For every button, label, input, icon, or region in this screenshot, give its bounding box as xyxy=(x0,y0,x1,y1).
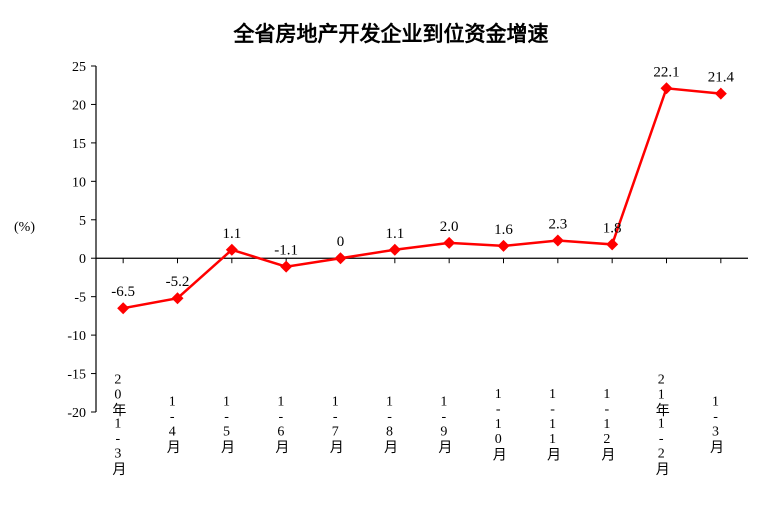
svg-text:1-6月: 1-6月 xyxy=(273,395,289,455)
chart-svg: -20 -15 -10 -5 0 5 10 15 20 25 20年1-3月 1-4月 1-5月 1-6月… xyxy=(0,0,782,518)
data-label: 22.1 xyxy=(653,64,679,80)
data-label: 1.1 xyxy=(222,226,241,242)
svg-text:20年1-3月: 20年1-3月 xyxy=(110,373,126,477)
svg-text:1-8月: 1-8月 xyxy=(382,395,398,455)
svg-text:21年1-2月: 21年1-2月 xyxy=(654,373,670,477)
svg-text:1-12月: 1-12月 xyxy=(599,387,615,462)
svg-text:1-11月: 1-11月 xyxy=(545,387,561,462)
svg-text:-20: -20 xyxy=(67,406,86,421)
svg-text:1-10月: 1-10月 xyxy=(491,387,507,462)
chart-container: 全省房地产开发企业到位资金增速 (%) -20-15-10-5051015202… xyxy=(0,0,782,518)
data-label: -6.5 xyxy=(111,284,135,300)
data-label: 21.4 xyxy=(708,70,735,86)
data-label: 0 xyxy=(337,234,345,250)
svg-text:1-4月: 1-4月 xyxy=(165,395,181,455)
svg-text:1-5月: 1-5月 xyxy=(219,395,235,455)
data-label: 1.1 xyxy=(385,226,404,242)
data-label: 1.8 xyxy=(603,220,622,236)
data-label: 1.6 xyxy=(494,222,513,238)
svg-text:5: 5 xyxy=(79,214,86,229)
svg-text:1-9月: 1-9月 xyxy=(436,395,452,455)
svg-text:20: 20 xyxy=(72,98,86,113)
data-label: -1.1 xyxy=(274,243,298,259)
svg-text:1-3月: 1-3月 xyxy=(708,395,724,455)
svg-text:25: 25 xyxy=(72,60,86,75)
svg-text:0: 0 xyxy=(79,252,86,267)
data-label: 2.0 xyxy=(440,219,459,235)
svg-text:-5: -5 xyxy=(74,291,86,306)
data-label: 2.3 xyxy=(548,217,567,233)
svg-text:15: 15 xyxy=(72,137,86,152)
svg-text:1-7月: 1-7月 xyxy=(328,395,344,455)
data-label: -5.2 xyxy=(166,274,190,290)
svg-text:-15: -15 xyxy=(67,368,86,383)
svg-text:-10: -10 xyxy=(67,329,86,344)
svg-text:10: 10 xyxy=(72,175,86,190)
